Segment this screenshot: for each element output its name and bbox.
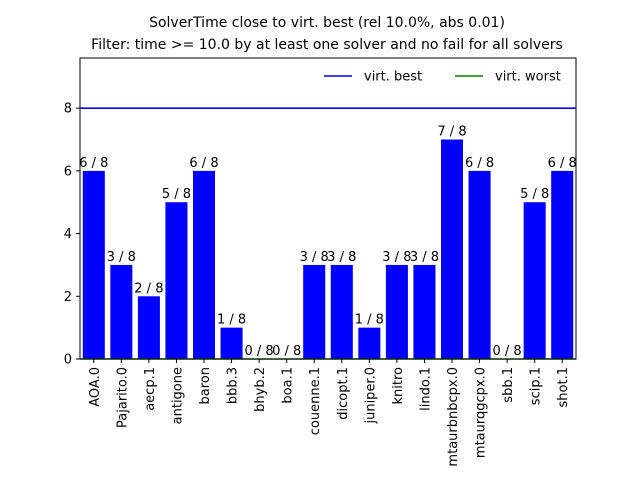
bar-value-label: 0 / 8	[493, 344, 522, 359]
legend: virt. best virt. worst	[324, 70, 561, 85]
bar-value-label: 6 / 8	[548, 156, 577, 171]
x-tick-label: dicopt.1	[336, 367, 351, 420]
bar-mtaurqgcpx.0	[468, 170, 491, 359]
bar-value-label: 5 / 8	[162, 187, 191, 202]
x-tick-label: antigone	[170, 367, 185, 424]
bar-shot.1	[551, 170, 574, 359]
bar-value-label: 6 / 8	[465, 156, 494, 171]
bar-value-label: 7 / 8	[437, 125, 466, 140]
x-tick-label: scip.1	[529, 367, 544, 405]
x-tick-label: baron	[198, 367, 213, 404]
x-tick-label: boa.1	[281, 367, 296, 404]
bar-value-label: 1 / 8	[217, 313, 246, 328]
bar-value-label: 0 / 8	[272, 344, 301, 359]
bar-baron	[192, 170, 216, 359]
bar-antigone	[165, 202, 188, 359]
bar-Pajarito.0	[110, 264, 133, 359]
chart-title: SolverTime close to virt. best (rel 10.0…	[149, 15, 505, 31]
bar-value-label: 3 / 8	[107, 250, 136, 265]
bar-value-label: 2 / 8	[134, 281, 163, 296]
bar-value-label: 3 / 8	[327, 250, 356, 265]
legend-label: virt. worst	[495, 70, 561, 85]
bar-scip.1	[523, 202, 546, 359]
bar-value-label: 0 / 8	[245, 344, 274, 359]
x-tick-label: lindo.1	[418, 367, 433, 411]
bar-lindo.1	[413, 264, 436, 359]
bar-knitro	[385, 264, 408, 359]
bar-aecp.1	[137, 296, 160, 359]
legend-label: virt. best	[364, 70, 422, 85]
bar-value-label: 3 / 8	[300, 250, 329, 265]
axes-group: AOA.0 Pajarito.0 aecp.1 antigone baron bbb.3 b…	[64, 57, 577, 467]
bar-AOA.0	[82, 170, 105, 359]
x-tick-label: Pajarito.0	[115, 367, 130, 428]
x-tick-label: juniper.0	[363, 367, 378, 425]
y-tick-label: 4	[64, 227, 72, 242]
bar-dicopt.1	[330, 264, 353, 359]
x-tick-label: mtaurbnbcpx.0	[446, 367, 461, 467]
y-tick-label: 2	[64, 290, 72, 305]
bar-juniper.0	[358, 327, 381, 359]
x-tick-label: bbb.3	[226, 367, 241, 404]
bar-couenne.1	[303, 264, 326, 359]
y-tick-label: 8	[64, 102, 72, 117]
bar-bbb.3	[220, 327, 243, 359]
x-tick-label: sbb.1	[501, 367, 516, 403]
x-tick-label: knitro	[391, 367, 406, 405]
y-tick-label: 6	[64, 164, 72, 179]
data-labels-group: 6 / 83 / 82 / 85 / 86 / 81 / 80 / 80 / 8…	[79, 125, 577, 359]
bar-mtaurbnbcpx.0	[440, 139, 464, 359]
plot-frame	[79, 57, 577, 360]
x-tick-label: AOA.0	[88, 367, 103, 407]
bar-value-label: 5 / 8	[520, 187, 549, 202]
y-tick-label: 0	[64, 353, 72, 368]
x-tick-label: aecp.1	[143, 367, 158, 411]
bars-group	[82, 139, 574, 359]
x-tick-label: bhyb.2	[253, 367, 268, 412]
chart-subtitle: Filter: time >= 10.0 by at least one sol…	[91, 37, 563, 53]
bar-value-label: 3 / 8	[382, 250, 411, 265]
bar-value-label: 3 / 8	[410, 250, 439, 265]
x-tick-label: couenne.1	[308, 367, 323, 435]
x-tick-label: shot.1	[556, 367, 571, 407]
bar-value-label: 1 / 8	[355, 313, 384, 328]
bar-value-label: 6 / 8	[79, 156, 108, 171]
x-tick-label: mtaurqgcpx.0	[474, 367, 489, 458]
bar-value-label: 6 / 8	[189, 156, 218, 171]
